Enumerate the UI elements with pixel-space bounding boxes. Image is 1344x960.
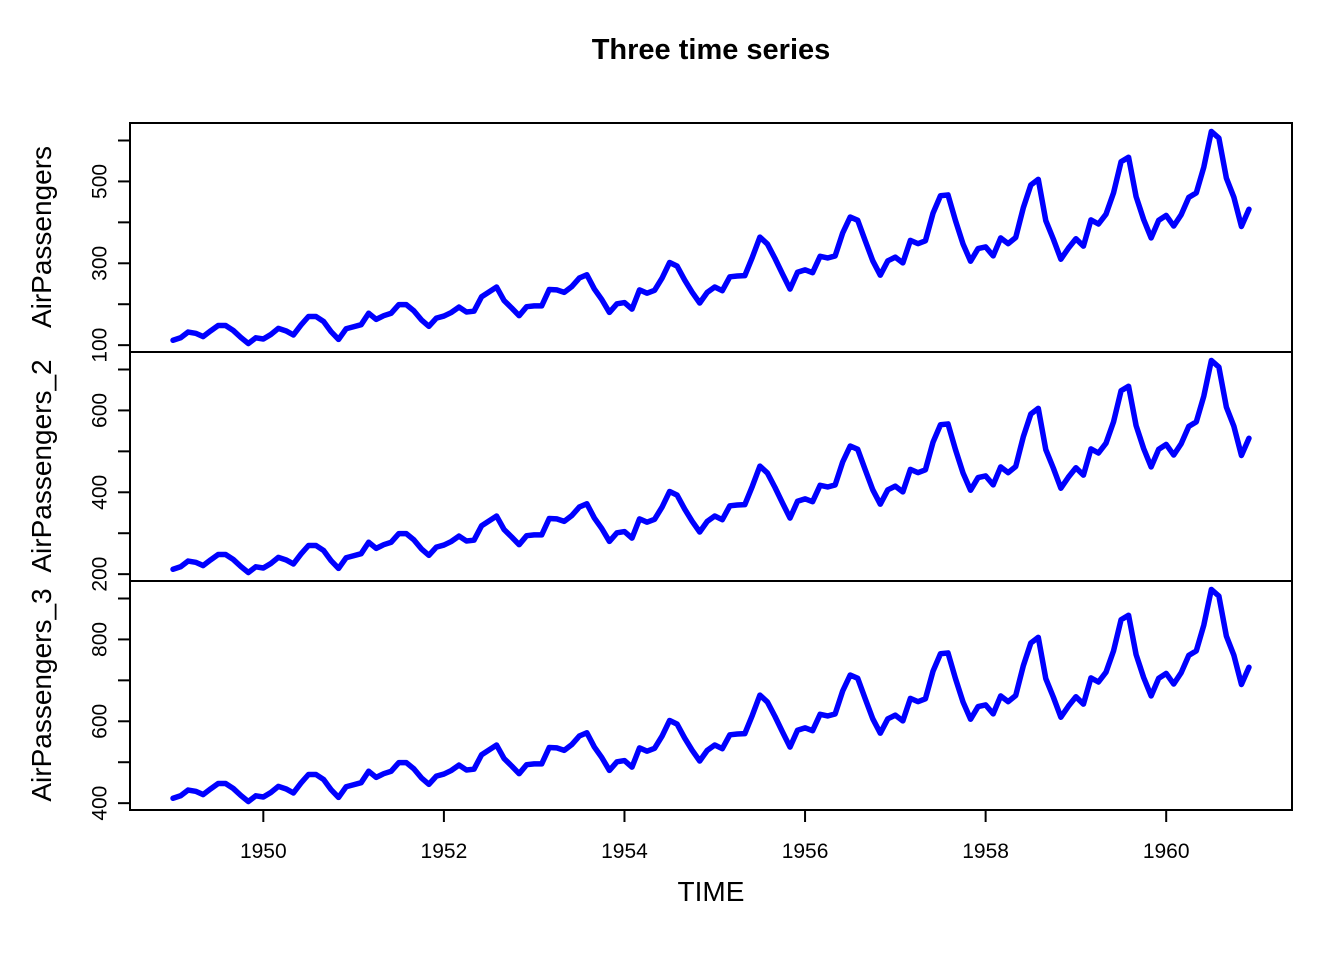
y-tick-label: 800 [89,622,112,657]
y-tick-label: 100 [89,328,112,363]
y-tick-label: 600 [89,704,112,739]
series-line-1 [170,128,1252,347]
y-tick-label: 400 [89,786,112,821]
y-tick-label: 600 [89,393,112,428]
y-tick-label: 500 [89,164,112,199]
x-axis-label: TIME [677,876,745,907]
panel-box [129,580,1293,811]
x-tick-label: 1950 [240,840,287,863]
x-tick-label: 1954 [601,840,648,863]
series-line-2 [170,357,1252,576]
y-tick-label: 400 [89,475,112,510]
x-tick-label: 1956 [782,840,829,863]
series-line-3 [170,586,1252,805]
y-tick-label: 300 [89,246,112,281]
x-tick-label: 1960 [1143,840,1190,863]
x-tick-label: 1952 [421,840,468,863]
y-tick-label: 200 [89,557,112,592]
chart-title: Three time series [591,34,831,66]
x-tick-label: 1958 [962,840,1009,863]
